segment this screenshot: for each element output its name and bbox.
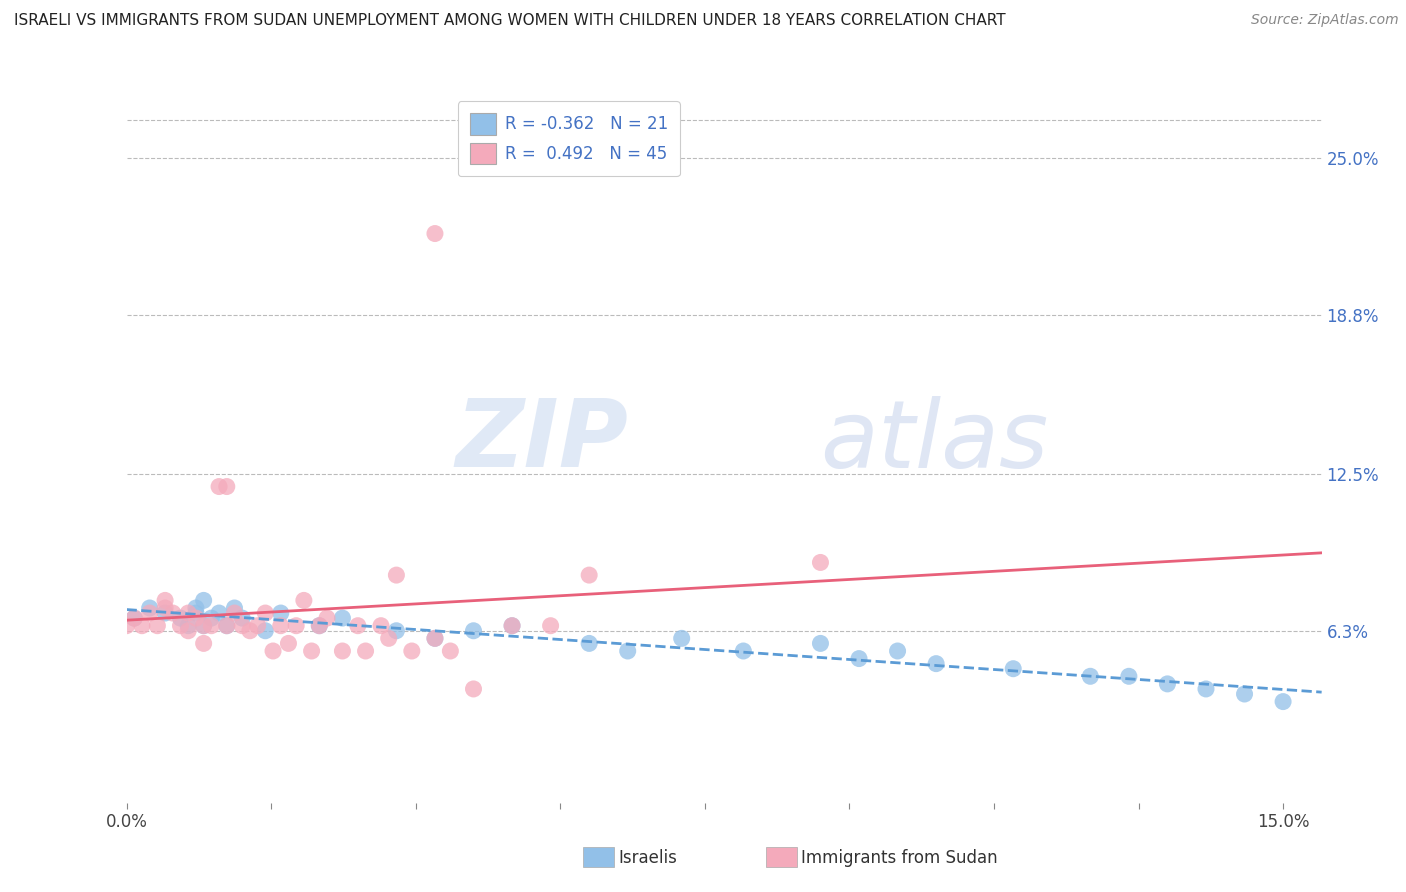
Point: [1156, 677, 1178, 691]
Point: [246, 618, 269, 632]
Point: [733, 644, 755, 658]
Point: [138, 601, 160, 615]
Point: [578, 568, 600, 582]
Point: [463, 624, 485, 638]
Point: [122, 611, 145, 625]
Point: [208, 606, 231, 620]
Point: [423, 632, 446, 646]
Point: [153, 606, 176, 620]
Text: ZIP: ZIP: [456, 395, 628, 487]
Point: [177, 624, 200, 638]
Point: [270, 606, 292, 620]
Point: [193, 618, 215, 632]
Text: Immigrants from Sudan: Immigrants from Sudan: [801, 849, 998, 867]
Point: [616, 644, 638, 658]
Point: [439, 644, 461, 658]
Point: [385, 568, 408, 582]
Point: [254, 606, 277, 620]
Point: [578, 636, 600, 650]
Text: ISRAELI VS IMMIGRANTS FROM SUDAN UNEMPLOYMENT AMONG WOMEN WITH CHILDREN UNDER 18: ISRAELI VS IMMIGRANTS FROM SUDAN UNEMPLO…: [14, 13, 1005, 29]
Point: [354, 644, 377, 658]
Point: [277, 636, 299, 650]
Point: [810, 636, 832, 650]
Point: [292, 593, 315, 607]
Point: [1195, 681, 1218, 696]
Legend: R = -0.362   N = 21, R =  0.492   N = 45: R = -0.362 N = 21, R = 0.492 N = 45: [458, 102, 679, 176]
Point: [423, 227, 446, 241]
Point: [1233, 687, 1256, 701]
Point: [401, 644, 423, 658]
Point: [270, 618, 292, 632]
Point: [332, 611, 354, 625]
Text: atlas: atlas: [820, 395, 1047, 486]
Point: [177, 606, 200, 620]
Point: [501, 618, 523, 632]
Point: [153, 601, 176, 615]
Point: [131, 618, 153, 632]
Point: [224, 601, 246, 615]
Point: [316, 611, 339, 625]
Point: [308, 618, 330, 632]
Point: [385, 624, 408, 638]
Point: [169, 611, 191, 625]
Point: [463, 681, 485, 696]
Point: [886, 644, 908, 658]
Point: [925, 657, 948, 671]
Point: [193, 636, 215, 650]
Point: [122, 611, 145, 625]
Point: [215, 618, 238, 632]
Point: [115, 618, 138, 632]
Point: [370, 618, 392, 632]
Point: [285, 618, 308, 632]
Point: [177, 618, 200, 632]
Point: [423, 632, 446, 646]
Point: [153, 593, 176, 607]
Point: [501, 618, 523, 632]
Text: Source: ZipAtlas.com: Source: ZipAtlas.com: [1251, 13, 1399, 28]
Point: [1002, 662, 1025, 676]
Point: [184, 606, 207, 620]
Point: [231, 618, 253, 632]
Point: [301, 644, 323, 658]
Point: [1078, 669, 1101, 683]
Point: [200, 618, 222, 632]
Point: [193, 593, 215, 607]
Point: [239, 624, 262, 638]
Point: [254, 624, 277, 638]
Point: [208, 479, 231, 493]
Point: [184, 611, 207, 625]
Point: [810, 556, 832, 570]
Point: [193, 618, 215, 632]
Point: [169, 618, 191, 632]
Point: [224, 606, 246, 620]
Point: [215, 479, 238, 493]
Point: [215, 618, 238, 632]
Point: [848, 651, 870, 665]
Point: [671, 632, 693, 646]
Text: Israelis: Israelis: [619, 849, 678, 867]
Point: [540, 618, 562, 632]
Point: [1272, 695, 1295, 709]
Point: [200, 611, 222, 625]
Point: [138, 606, 160, 620]
Point: [347, 618, 370, 632]
Point: [332, 644, 354, 658]
Point: [308, 618, 330, 632]
Point: [262, 644, 284, 658]
Point: [184, 601, 207, 615]
Point: [162, 606, 184, 620]
Point: [146, 618, 169, 632]
Point: [231, 611, 253, 625]
Point: [377, 632, 399, 646]
Point: [1118, 669, 1140, 683]
